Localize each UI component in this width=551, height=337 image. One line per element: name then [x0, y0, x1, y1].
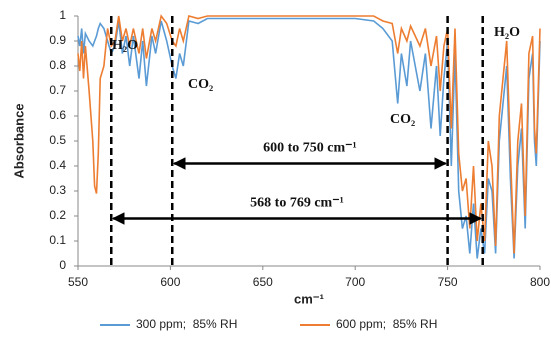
x-tick-label: 550	[68, 275, 88, 289]
x-tick-label: 800	[530, 275, 550, 289]
annotation: CO₂	[188, 77, 213, 92]
y-tick-label: 0.7	[49, 83, 66, 97]
annotation: H₂O	[494, 25, 520, 40]
x-tick-label: 650	[253, 275, 273, 289]
y-tick-label: 0.3	[49, 183, 66, 197]
y-axis-title: Absorbance	[11, 103, 26, 178]
legend-label: 600 ppm; 85% RH	[336, 317, 437, 331]
x-tick-label: 600	[160, 275, 180, 289]
annotation: CO₂	[390, 112, 415, 127]
y-tick-label: 0.6	[49, 108, 66, 122]
y-tick-label: 1	[59, 8, 66, 22]
x-tick-label: 700	[345, 275, 365, 289]
annotation: H₂O	[112, 38, 138, 53]
x-tick-label: 750	[438, 275, 458, 289]
y-tick-label: 0.4	[49, 158, 66, 172]
y-tick-label: 0.2	[49, 208, 66, 222]
legend-label: 300 ppm; 85% RH	[136, 317, 237, 331]
x-axis-title: cm⁻¹	[294, 291, 324, 306]
range-label: 568 to 769 cm⁻¹	[250, 196, 344, 211]
y-tick-label: 0	[59, 258, 66, 272]
range-label: 600 to 750 cm⁻¹	[263, 141, 357, 156]
y-tick-label: 0.9	[49, 33, 66, 47]
y-tick-label: 0.1	[49, 233, 66, 247]
y-tick-label: 0.8	[49, 58, 66, 72]
y-tick-label: 0.5	[49, 133, 66, 147]
